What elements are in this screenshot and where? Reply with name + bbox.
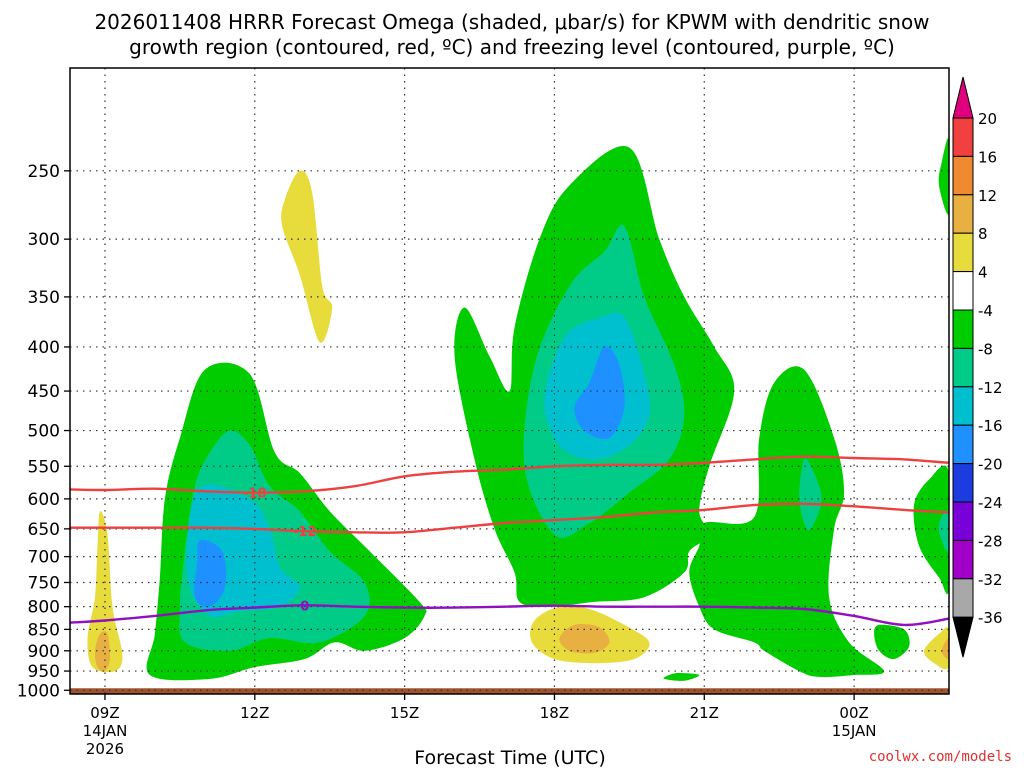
y-tick-250: 250 xyxy=(28,162,60,182)
x-tick-15Z: 15Z xyxy=(390,704,419,722)
x-tick-09Z: 09Z xyxy=(90,704,119,722)
contour-layer: -18 -12 0 xyxy=(70,455,949,627)
omega-region-orange-a xyxy=(94,631,111,672)
y-tick-1000: 1000 xyxy=(17,681,60,701)
x-tick-year-2026: 2026 xyxy=(86,740,124,758)
omega-region-green-far-right-a xyxy=(913,465,949,595)
colorbar-swatch-6 xyxy=(952,309,974,349)
contour-dgz-minus18 xyxy=(70,455,949,494)
y-tick-550: 550 xyxy=(28,457,60,477)
chart-title-line2: growth region (contoured, red, ºC) and f… xyxy=(129,35,895,59)
colorbar-swatch-12 xyxy=(952,539,974,580)
y-tick-900: 900 xyxy=(28,642,60,662)
y-tick-350: 350 xyxy=(28,288,60,308)
x-axis-label: Forecast Time (UTC) xyxy=(414,747,605,768)
omega-region-yellow-b xyxy=(281,170,333,343)
x-tick-18Z: 18Z xyxy=(540,704,569,722)
y-tick-650: 650 xyxy=(28,520,60,540)
omega-region-blue-main-left xyxy=(194,539,227,608)
colorbar-label-12: -32 xyxy=(978,571,1003,589)
colorbar-swatch-5 xyxy=(952,271,974,311)
omega-region-teal-far-right xyxy=(938,510,949,553)
colorbar-label-4: 4 xyxy=(978,264,988,282)
contour-freezing-level-0 xyxy=(70,604,949,627)
contour-label-dgz-minus12: -12 xyxy=(293,525,317,540)
x-tick-21Z: 21Z xyxy=(690,704,719,722)
contour-dgz-minus12 xyxy=(70,502,949,534)
omega-region-teal-right xyxy=(799,458,822,531)
colorbar-swatch-2 xyxy=(952,155,974,196)
colorbar-swatch-3 xyxy=(952,194,974,234)
contour-label-dgz-minus18: -18 xyxy=(243,487,267,502)
y-tick-950: 950 xyxy=(28,662,60,682)
y-tick-850: 850 xyxy=(28,620,60,640)
colorbar-swatch-bottom xyxy=(952,616,974,658)
x-tick-00Z: 00Z xyxy=(839,704,868,722)
colorbar-label-10: -24 xyxy=(978,494,1003,512)
x-tick-date-15JAN: 15JAN xyxy=(832,722,877,740)
colorbar-swatch-top xyxy=(952,76,974,119)
colorbar-swatch-4 xyxy=(952,232,974,273)
y-tick-500: 500 xyxy=(28,422,60,442)
x-tick-date-14JAN: 14JAN xyxy=(83,722,128,740)
y-tick-800: 800 xyxy=(28,598,60,618)
colorbar-swatch-1 xyxy=(952,117,974,157)
y-tick-700: 700 xyxy=(28,548,60,568)
y-tick-750: 750 xyxy=(28,573,60,593)
colorbar-label-5: -4 xyxy=(978,302,993,320)
y-axis: 2503003504004505005506006507007508008509… xyxy=(17,162,70,701)
omega-region-green-small-b xyxy=(663,673,700,681)
colorbar-label-13: -36 xyxy=(978,609,1003,627)
colorbar-label-3: 8 xyxy=(978,225,988,243)
omega-region-yellow-a xyxy=(87,510,123,673)
credit-text: coolwx.com/models xyxy=(869,749,1012,765)
colorbar: 20 16 12 8 4 -4 -8 -12 -16 -20 -24 -28 -32 -36 xyxy=(952,76,1003,658)
omega-region-orange-mid xyxy=(559,624,610,654)
colorbar-swatch-7 xyxy=(952,347,974,388)
y-tick-300: 300 xyxy=(28,230,60,250)
omega-region-blue-mid xyxy=(574,346,625,440)
contour-label-freezing-level-0: 0 xyxy=(300,599,309,614)
plot-frame xyxy=(69,67,950,695)
colorbar-label-0: 20 xyxy=(978,110,997,128)
y-tick-450: 450 xyxy=(28,382,60,402)
y-tick-600: 600 xyxy=(28,490,60,510)
chart-title-line1: 2026011408 HRRR Forecast Omega (shaded, … xyxy=(94,10,929,34)
y-tick-400: 400 xyxy=(28,338,60,358)
colorbar-swatch-10 xyxy=(952,463,974,503)
colorbar-label-6: -8 xyxy=(978,340,993,358)
colorbar-swatch-9 xyxy=(952,424,974,465)
colorbar-label-11: -28 xyxy=(978,532,1003,550)
colorbar-label-2: 12 xyxy=(978,187,997,205)
colorbar-label-9: -20 xyxy=(978,456,1003,474)
omega-region-green-far-right-top xyxy=(938,137,949,215)
omega-region-green-right xyxy=(689,366,885,678)
ground-strip xyxy=(70,688,949,694)
colorbar-swatch-8 xyxy=(952,386,974,426)
colorbar-swatch-13 xyxy=(952,578,974,618)
colorbar-label-7: -12 xyxy=(978,379,1003,397)
omega-region-yellow-right xyxy=(923,627,949,670)
colorbar-label-8: -16 xyxy=(978,417,1003,435)
shading-layer xyxy=(87,137,949,681)
omega-region-orange-right xyxy=(941,638,949,660)
colorbar-swatch-11 xyxy=(952,501,974,541)
colorbar-label-1: 16 xyxy=(978,148,997,166)
grid-layer xyxy=(70,68,949,694)
x-tick-12Z: 12Z xyxy=(240,704,269,722)
